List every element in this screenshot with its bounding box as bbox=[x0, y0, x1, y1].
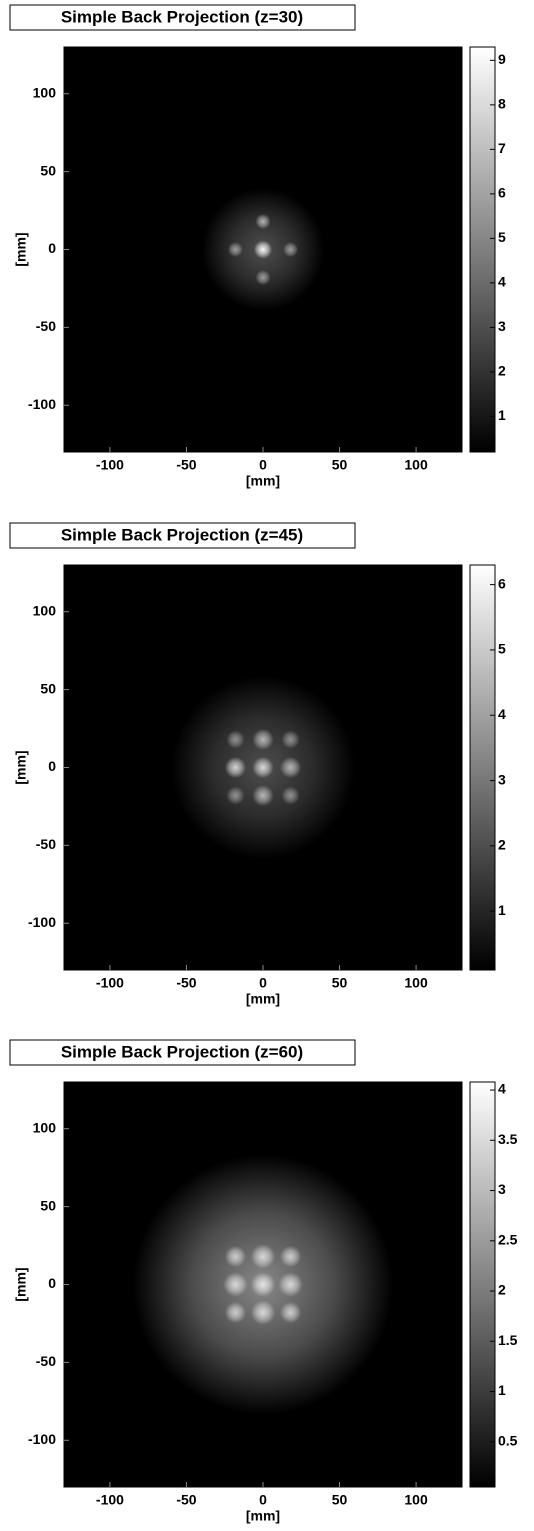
intensity-spot bbox=[279, 756, 302, 779]
intensity-spot bbox=[226, 786, 245, 805]
intensity-spot bbox=[253, 240, 273, 259]
title-box bbox=[9, 522, 356, 549]
chart-title: Simple Back Projection (z=30) bbox=[61, 7, 303, 26]
intensity-spot bbox=[255, 269, 271, 286]
y-axis-label: [mm] bbox=[13, 232, 29, 266]
y-tick-label: 100 bbox=[33, 84, 57, 100]
chart-title: Simple Back Projection (z=45) bbox=[61, 525, 303, 544]
x-axis-label: [mm] bbox=[246, 1508, 280, 1524]
colorbar-tick-label: 3 bbox=[498, 771, 506, 787]
intensity-spot bbox=[226, 730, 245, 749]
y-tick-label: 100 bbox=[33, 602, 57, 618]
intensity-spot bbox=[255, 213, 271, 230]
colorbar-tick-label: 5 bbox=[498, 641, 506, 657]
intensity-spot bbox=[279, 1245, 302, 1268]
y-tick-label: -50 bbox=[36, 1353, 56, 1369]
colorbar-tick-label: 3 bbox=[498, 1181, 506, 1197]
intensity-spot bbox=[224, 1301, 247, 1324]
colorbar-tick-label: 3.5 bbox=[498, 1131, 518, 1147]
y-tick-label: -50 bbox=[36, 318, 56, 334]
intensity-spot bbox=[279, 1301, 302, 1324]
y-tick-label: -50 bbox=[36, 836, 56, 852]
y-tick-label: 0 bbox=[48, 240, 56, 256]
intensity-spot bbox=[252, 756, 274, 779]
x-tick-label: 50 bbox=[332, 1492, 348, 1508]
colorbar-tick-label: 1 bbox=[498, 407, 506, 423]
colorbar-tick-label: 1 bbox=[498, 1382, 506, 1398]
x-tick-label: -50 bbox=[176, 457, 196, 473]
x-tick-label: -100 bbox=[96, 975, 124, 991]
intensity-spot bbox=[250, 1272, 276, 1297]
colorbar-tick-label: 7 bbox=[498, 140, 506, 156]
x-axis-label: [mm] bbox=[246, 991, 280, 1007]
heatmap-image bbox=[132, 1154, 394, 1415]
y-tick-label: -100 bbox=[28, 1431, 56, 1447]
colorbar-tick-label: 3 bbox=[498, 318, 506, 334]
x-tick-label: -50 bbox=[176, 1492, 196, 1508]
colorbar-tick-label: 5 bbox=[498, 229, 506, 245]
colorbar-tick-label: 1 bbox=[498, 902, 506, 918]
title-box bbox=[9, 4, 356, 31]
intensity-spot bbox=[224, 1245, 247, 1268]
y-tick-label: 50 bbox=[40, 1197, 56, 1213]
y-tick-label: -100 bbox=[28, 914, 56, 930]
colorbar-tick-label: 6 bbox=[498, 575, 506, 591]
heatmap-image bbox=[201, 188, 325, 311]
intensity-spot bbox=[250, 1244, 276, 1269]
intensity-spot bbox=[281, 786, 300, 805]
colorbar-tick-label: 8 bbox=[498, 96, 506, 112]
intensity-spot bbox=[281, 730, 300, 749]
intensity-spot bbox=[250, 1300, 276, 1325]
colorbar-tick-label: 6 bbox=[498, 185, 506, 201]
y-axis-label: [mm] bbox=[13, 750, 29, 784]
colorbar bbox=[469, 564, 496, 971]
x-tick-label: 100 bbox=[404, 1492, 428, 1508]
intensity-spot bbox=[252, 728, 274, 751]
y-tick-label: -100 bbox=[28, 396, 56, 412]
colorbar-tick-label: 4 bbox=[498, 706, 506, 722]
colorbar-tick-label: 2 bbox=[498, 837, 506, 853]
intensity-spot bbox=[252, 784, 274, 807]
y-axis-label: [mm] bbox=[13, 1267, 29, 1301]
intensity-spot bbox=[278, 1272, 303, 1297]
x-tick-label: 50 bbox=[332, 975, 348, 991]
colorbar-tick-label: 4 bbox=[498, 274, 506, 290]
y-tick-label: 50 bbox=[40, 680, 56, 696]
chart-title: Simple Back Projection (z=60) bbox=[61, 1042, 303, 1061]
x-tick-label: 0 bbox=[259, 1492, 267, 1508]
colorbar bbox=[469, 46, 496, 453]
intensity-spot bbox=[224, 756, 247, 779]
x-axis-label: [mm] bbox=[246, 473, 280, 489]
x-tick-label: 100 bbox=[404, 457, 428, 473]
x-tick-label: -50 bbox=[176, 975, 196, 991]
x-tick-label: 0 bbox=[259, 975, 267, 991]
y-tick-label: 100 bbox=[33, 1119, 57, 1135]
heatmap-image bbox=[171, 675, 355, 860]
title-box bbox=[9, 1039, 356, 1066]
colorbar-tick-label: 2.5 bbox=[498, 1231, 518, 1247]
x-tick-label: -100 bbox=[96, 457, 124, 473]
intensity-spot bbox=[282, 241, 299, 258]
y-tick-label: 50 bbox=[40, 162, 56, 178]
colorbar-tick-label: 4 bbox=[498, 1081, 506, 1097]
colorbar-tick-label: 9 bbox=[498, 51, 506, 67]
colorbar-tick-label: 1.5 bbox=[498, 1332, 518, 1348]
colorbar-tick-label: 0.5 bbox=[498, 1432, 518, 1448]
x-tick-label: 100 bbox=[404, 975, 428, 991]
colorbar-tick-label: 2 bbox=[498, 363, 506, 379]
x-tick-label: 0 bbox=[259, 457, 267, 473]
x-tick-label: 50 bbox=[332, 457, 348, 473]
y-tick-label: 0 bbox=[48, 1275, 56, 1291]
x-tick-label: -100 bbox=[96, 1492, 124, 1508]
colorbar bbox=[469, 1081, 496, 1488]
colorbar-tick-label: 2 bbox=[498, 1282, 506, 1298]
intensity-spot bbox=[227, 241, 244, 258]
y-tick-label: 0 bbox=[48, 758, 56, 774]
intensity-spot bbox=[223, 1272, 248, 1297]
